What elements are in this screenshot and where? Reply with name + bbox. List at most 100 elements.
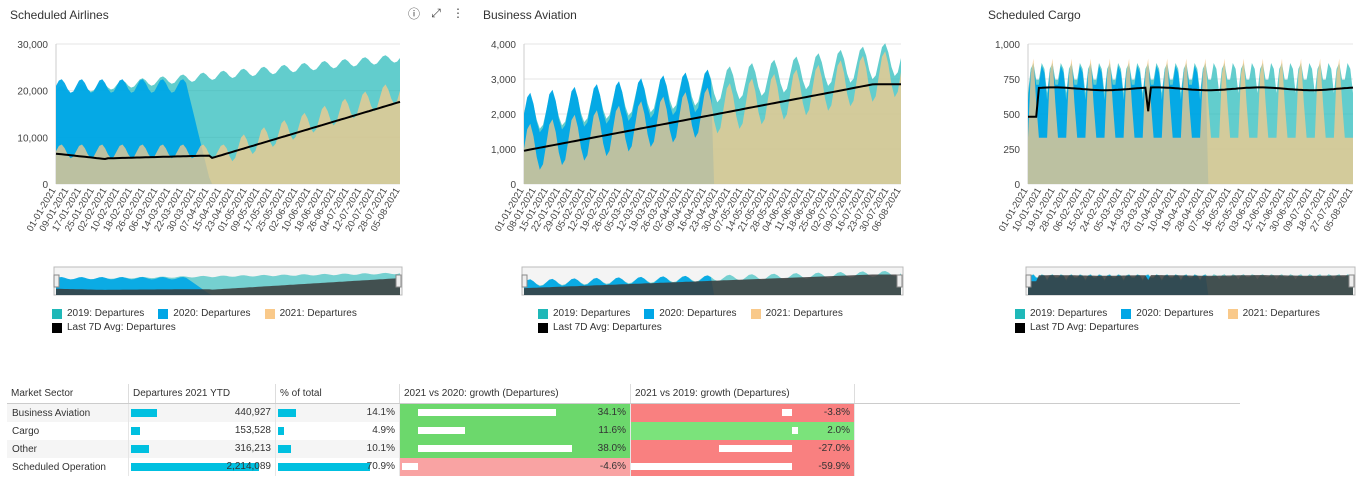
ytd-bar xyxy=(131,427,140,435)
legend-item-2019[interactable]: 2019: Departures xyxy=(52,308,144,319)
ytd-bar xyxy=(131,409,157,417)
y-tick-label: 20,000 xyxy=(17,87,48,98)
legend-item-2020[interactable]: 2020: Departures xyxy=(644,308,737,319)
panel-title: Business Aviation xyxy=(483,8,577,22)
more-options-icon[interactable]: ⋮ xyxy=(452,6,464,20)
y-tick-label: 250 xyxy=(1003,145,1020,156)
cell-market-sector: Cargo xyxy=(7,422,129,440)
cell-market-sector: Business Aviation xyxy=(7,403,129,422)
legend: 2019: Departures 2020: Departures 2021: … xyxy=(52,308,357,336)
panel-title: Scheduled Cargo xyxy=(988,8,1081,22)
growth-bar xyxy=(631,463,792,470)
y-tick-label: 2,000 xyxy=(491,110,516,121)
percent-bar xyxy=(278,445,292,453)
cell-percent-total: 70.9% xyxy=(275,458,400,476)
market-sector-table: Market Sector Departures 2021 YTD % of t… xyxy=(7,384,1240,476)
cell-growth-2020: 38.0% xyxy=(399,440,631,458)
chart-business-aviation[interactable]: 4,0003,0002,0001,000001-01-202108-01-202… xyxy=(473,30,943,330)
legend-item-2019[interactable]: 2019: Departures xyxy=(1015,308,1107,319)
cell-growth-2019: -3.8% xyxy=(630,403,855,422)
legend-item-avg[interactable]: Last 7D Avg: Departures xyxy=(538,322,662,333)
table-header-row: Market Sector Departures 2021 YTD % of t… xyxy=(7,384,1240,404)
cell-departures-ytd: 153,528 xyxy=(128,422,276,440)
legend-item-avg[interactable]: Last 7D Avg: Departures xyxy=(52,322,176,333)
cell-departures-ytd: 2,214,089 xyxy=(128,458,276,476)
y-tick-label: 3,000 xyxy=(491,75,516,86)
navigator-series xyxy=(524,274,901,295)
y-tick-label: 750 xyxy=(1003,75,1020,86)
legend: 2019: Departures 2020: Departures 2021: … xyxy=(1015,308,1320,336)
growth-bar xyxy=(418,409,557,416)
avg-line xyxy=(1028,86,1354,118)
percent-bar xyxy=(278,409,297,417)
column-header-departures-ytd[interactable]: Departures 2021 YTD xyxy=(128,384,276,404)
cell-percent-total: 10.1% xyxy=(275,440,400,458)
cell-percent-total: 14.1% xyxy=(275,403,400,422)
expand-icon[interactable]: ⤢ xyxy=(431,5,441,20)
legend-item-2019[interactable]: 2019: Departures xyxy=(538,308,630,319)
table-row[interactable]: Scheduled Operation 2,214,089 70.9% -4.6… xyxy=(7,458,1240,476)
cell-market-sector: Other xyxy=(7,440,129,458)
series-area xyxy=(524,51,901,184)
range-handle[interactable] xyxy=(1348,274,1355,288)
y-tick-label: 0 xyxy=(1014,180,1020,191)
table-row[interactable]: Business Aviation 440,927 14.1% 34.1% -3… xyxy=(7,403,1240,422)
growth-bar xyxy=(418,427,465,434)
cell-percent-total: 4.9% xyxy=(275,422,400,440)
y-tick-label: 0 xyxy=(510,180,516,191)
y-tick-label: 30,000 xyxy=(17,40,48,51)
growth-bar xyxy=(402,463,418,470)
cell-growth-2019: -27.0% xyxy=(630,440,855,458)
range-handle[interactable] xyxy=(896,274,903,288)
cell-market-sector: Scheduled Operation xyxy=(7,458,129,476)
table-row[interactable]: Cargo 153,528 4.9% 11.6% 2.0% xyxy=(7,422,1240,440)
legend-item-2020[interactable]: 2020: Departures xyxy=(158,308,251,319)
range-handle[interactable] xyxy=(53,274,60,288)
legend-item-avg[interactable]: Last 7D Avg: Departures xyxy=(1015,322,1139,333)
avg-line xyxy=(55,100,401,161)
panel-toolbar: ⓘ ⤢ ⋮ xyxy=(407,5,465,21)
growth-bar xyxy=(781,409,792,416)
range-handle[interactable] xyxy=(395,274,402,288)
legend: 2019: Departures 2020: Departures 2021: … xyxy=(538,308,843,336)
growth-bar xyxy=(418,445,572,452)
legend-item-2020[interactable]: 2020: Departures xyxy=(1121,308,1214,319)
column-header-percent-total[interactable]: % of total xyxy=(275,384,400,404)
series-area xyxy=(56,84,400,184)
cell-growth-2019: -59.9% xyxy=(630,458,855,476)
y-tick-label: 4,000 xyxy=(491,40,516,51)
cell-growth-2020: 34.1% xyxy=(399,403,631,422)
panel-business-aviation: Business Aviation 4,000 3,000 2,000 1,000 0 0… xyxy=(473,0,943,345)
avg-line xyxy=(523,83,901,152)
column-header-growth-2020[interactable]: 2021 vs 2020: growth (Departures) xyxy=(399,384,631,404)
range-handle[interactable] xyxy=(521,274,528,288)
chart-scheduled-airlines[interactable]: 30,00020,00010,000001-01-202109-01-20211… xyxy=(0,30,470,330)
range-handle[interactable] xyxy=(1025,274,1032,288)
legend-item-2021[interactable]: 2021: Departures xyxy=(264,308,357,319)
growth-bar xyxy=(792,427,798,434)
chart-scheduled-cargo[interactable]: 1,000750500250001-01-202110-01-202119-01… xyxy=(978,30,1358,330)
y-tick-label: 500 xyxy=(1003,110,1020,121)
cell-growth-2020: -4.6% xyxy=(399,458,631,476)
ytd-bar xyxy=(131,463,259,471)
y-tick-label: 0 xyxy=(42,180,48,191)
legend-item-2021[interactable]: 2021: Departures xyxy=(750,308,843,319)
panel-title: Scheduled Airlines xyxy=(10,8,109,22)
growth-bar xyxy=(719,445,792,452)
navigator-series xyxy=(1028,275,1353,295)
cell-growth-2020: 11.6% xyxy=(399,422,631,440)
percent-bar xyxy=(278,427,285,435)
cell-departures-ytd: 440,927 xyxy=(128,403,276,422)
column-header-growth-2019[interactable]: 2021 vs 2019: growth (Departures) xyxy=(630,384,855,404)
legend-item-2021[interactable]: 2021: Departures xyxy=(1227,308,1320,319)
column-header-spacer xyxy=(854,384,1240,404)
percent-bar xyxy=(278,463,370,471)
navigator-series xyxy=(56,278,400,295)
y-tick-label: 10,000 xyxy=(17,133,48,144)
y-tick-label: 1,000 xyxy=(491,145,516,156)
info-icon[interactable]: ⓘ xyxy=(407,6,420,21)
panel-scheduled-airlines: Scheduled Airlines ⓘ ⤢ ⋮ 30,000 20,000 10,… xyxy=(0,0,470,345)
column-header-market-sector[interactable]: Market Sector xyxy=(7,384,129,404)
table-row[interactable]: Other 316,213 10.1% 38.0% -27.0% xyxy=(7,440,1240,458)
y-tick-label: 1,000 xyxy=(995,40,1020,51)
